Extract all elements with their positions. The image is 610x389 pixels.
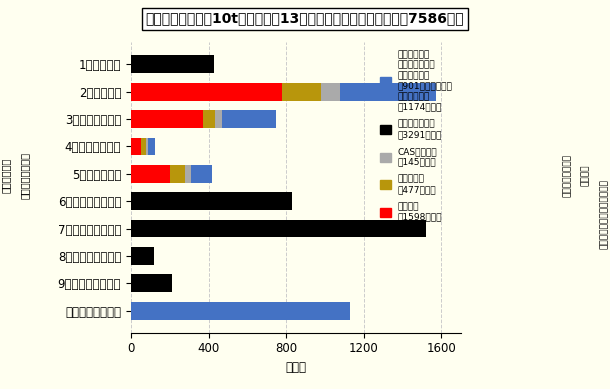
Bar [131, 247, 154, 265]
Bar [141, 138, 146, 155]
Bar [148, 138, 155, 155]
Bar [131, 56, 214, 73]
Bar [131, 192, 292, 210]
Text: 既存化学物質: 既存化学物質 [1, 158, 11, 193]
Bar [131, 274, 171, 292]
Text: （６４１２物質）: （６４１２物質） [20, 152, 29, 198]
Bar [222, 110, 276, 128]
Bar [215, 110, 222, 128]
Bar [131, 302, 350, 319]
Text: ２～５類: ２～５類 [581, 164, 590, 186]
Bar [131, 110, 203, 128]
Bar [146, 138, 148, 155]
Bar [131, 138, 141, 155]
Legend: 分解性点検が
実施されている
既存化学物質
（901物質）及び、
新規化学物質
（1174物質）, 評価対象外の類
（3291物質）, CAS番号なし
（145: 分解性点検が 実施されている 既存化学物質 （901物質）及び、 新規化学物質 … [376, 47, 456, 225]
Bar [321, 83, 340, 101]
Text: 年間製造・輸入量10t以上（平成13年度実績）の化審法化学物質7586物質: 年間製造・輸入量10t以上（平成13年度実績）の化審法化学物質7586物質 [146, 12, 464, 26]
X-axis label: 物質数: 物質数 [285, 361, 306, 374]
Bar [340, 83, 436, 101]
Text: 分解性未点検の既存化学物質: 分解性未点検の既存化学物質 [600, 179, 608, 249]
Bar [131, 83, 282, 101]
Bar [185, 165, 191, 183]
Bar [131, 165, 170, 183]
Bar [131, 220, 426, 237]
Bar [282, 83, 321, 101]
Text: （２２２０物質）: （２２２０物質） [563, 154, 572, 196]
Bar [203, 110, 215, 128]
Bar [191, 165, 212, 183]
Bar [170, 165, 185, 183]
